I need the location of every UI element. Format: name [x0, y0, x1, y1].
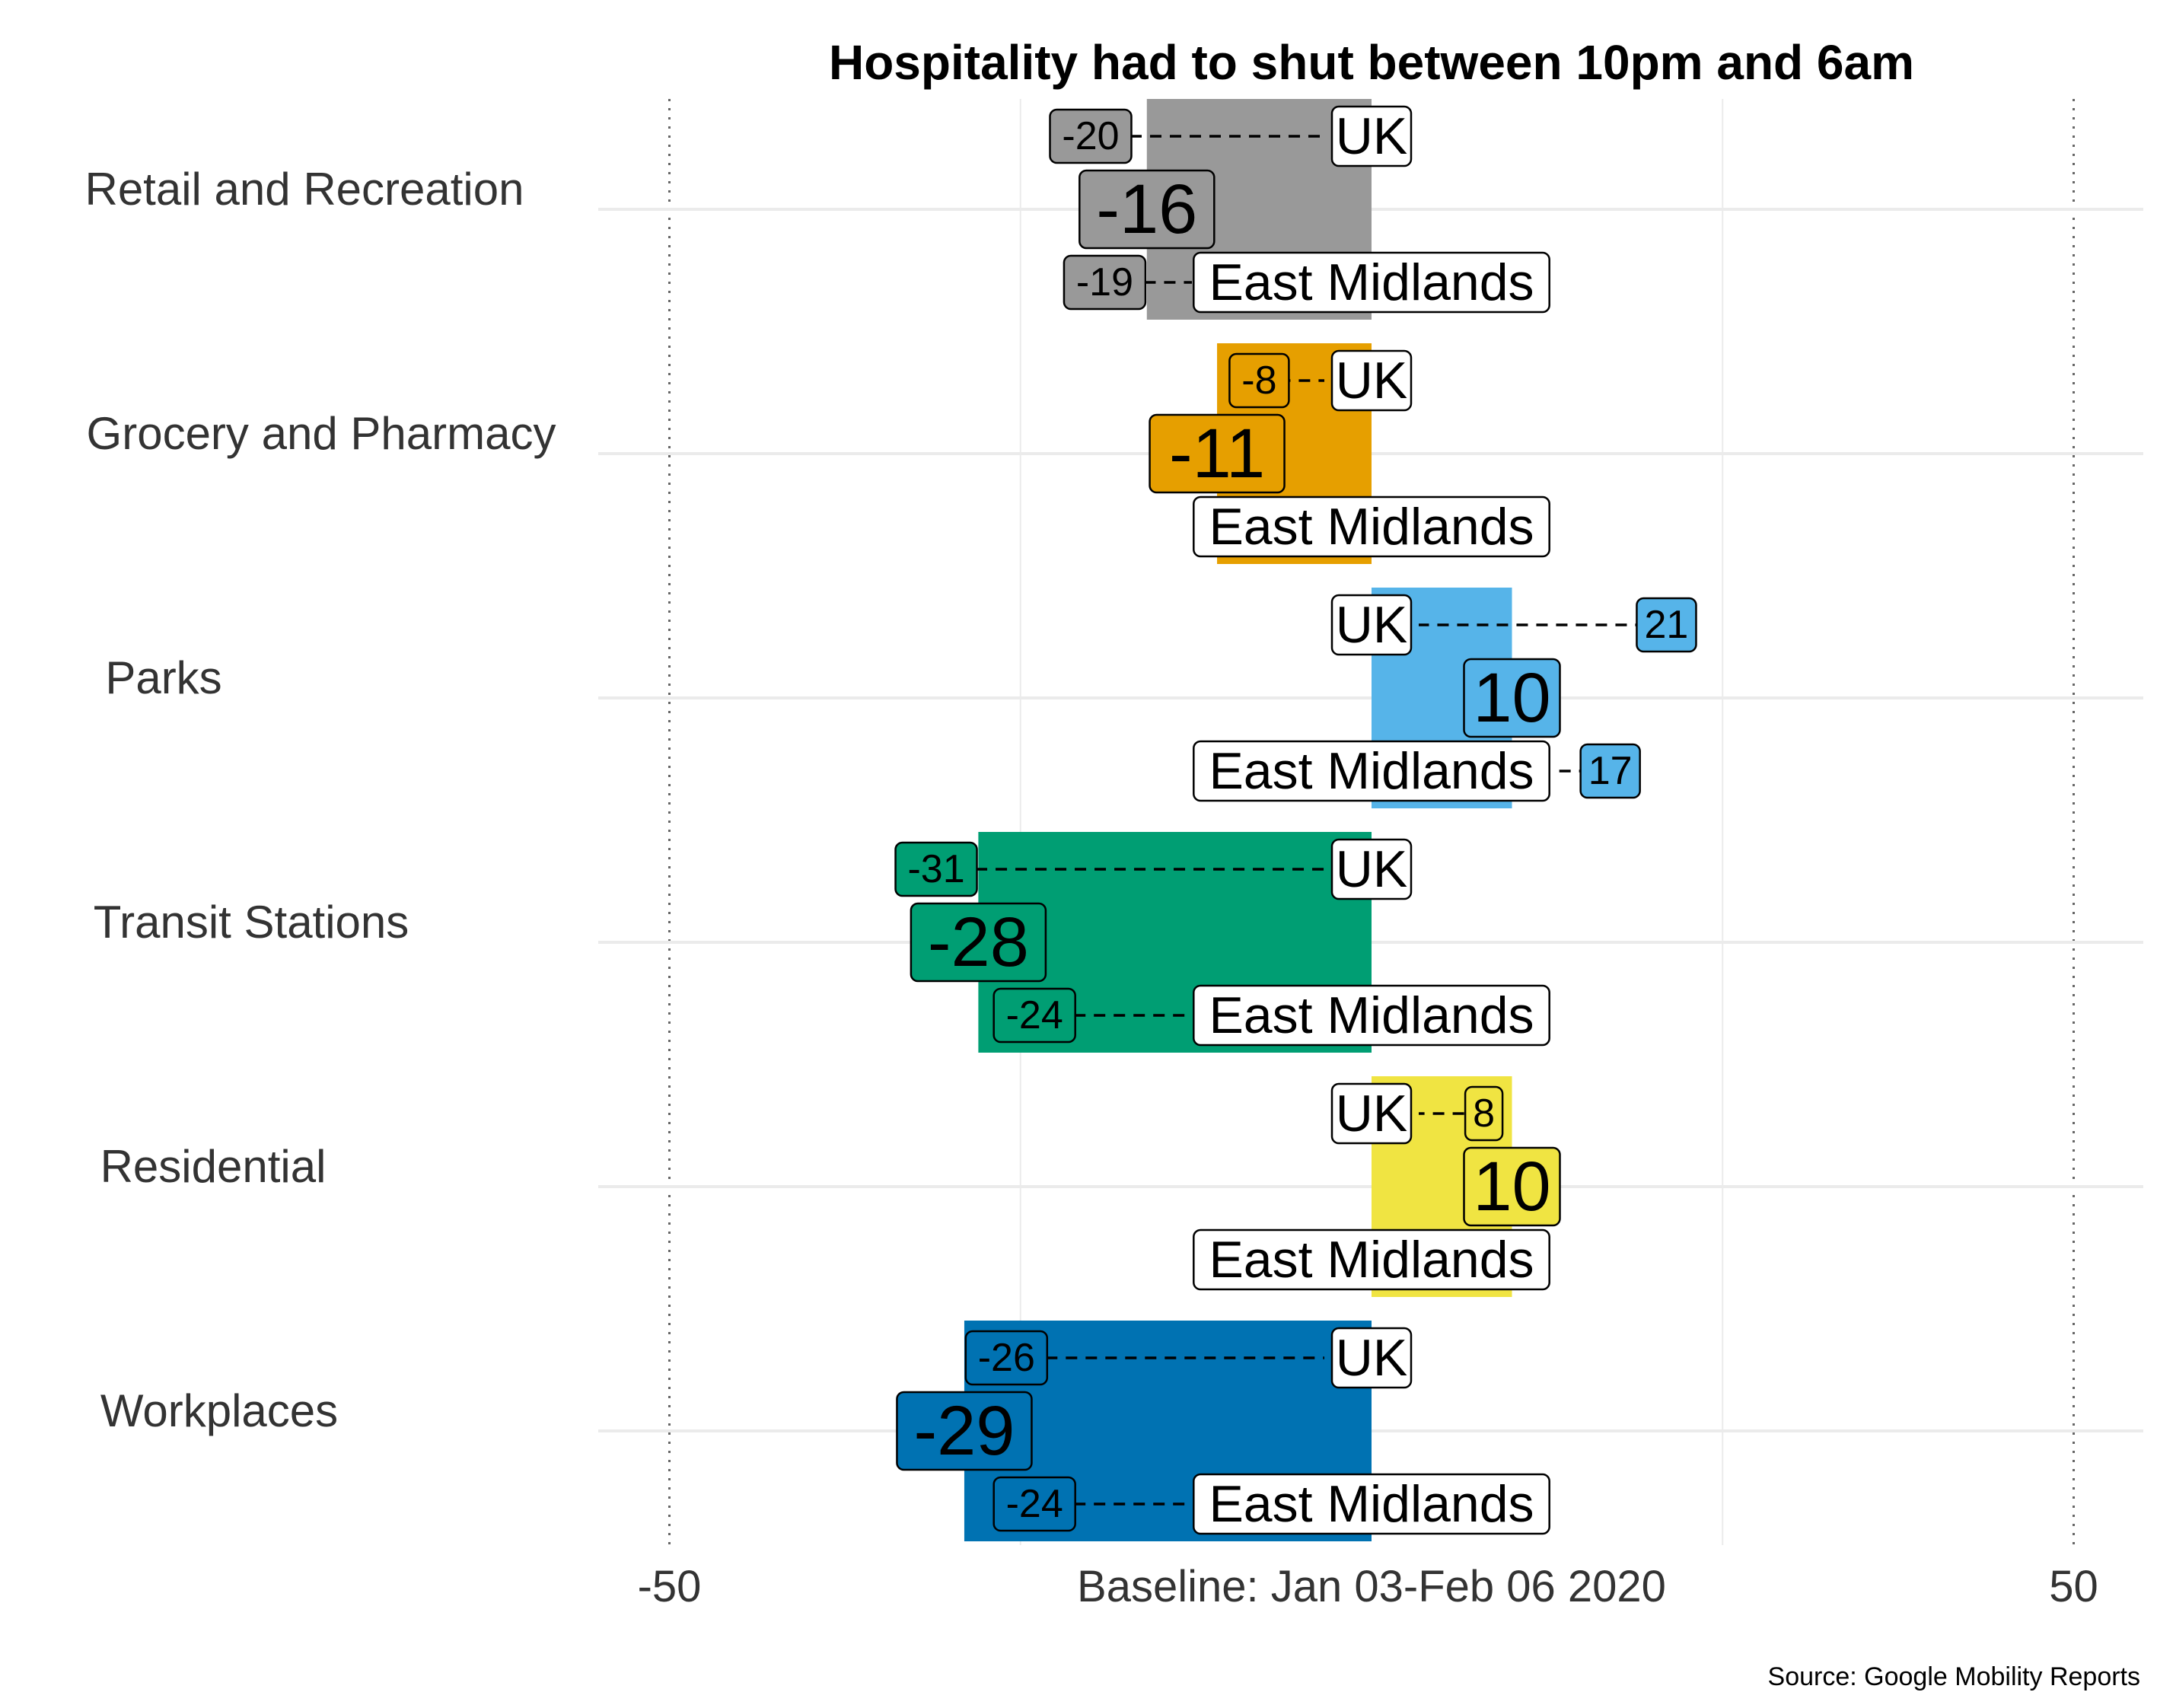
value-label: -28	[928, 903, 1029, 981]
region-label-box	[1193, 251, 1550, 314]
chart-title: Hospitality had to shut between 10pm and…	[829, 35, 1914, 90]
region-label: East Midlands	[1209, 1231, 1534, 1289]
region-label-box	[1193, 740, 1550, 802]
category-label: Residential	[100, 1141, 327, 1192]
region-value-label-box	[1579, 743, 1641, 799]
uk-label: UK	[1336, 1329, 1407, 1387]
category-label: Workplaces	[100, 1385, 338, 1436]
uk-label: UK	[1336, 596, 1407, 654]
region-label-box	[1193, 496, 1550, 558]
uk-label-box	[1330, 1082, 1413, 1145]
x-tick-labels: -50 50	[638, 1562, 2098, 1611]
value-label: -29	[913, 1392, 1015, 1470]
uk-value-label: -8	[1241, 358, 1276, 403]
x-axis-label: Baseline: Jan 03-Feb 06 2020	[1077, 1562, 1666, 1611]
uk-value-label-box	[1464, 1085, 1504, 1142]
region-label: East Midlands	[1209, 742, 1534, 800]
uk-label-box	[1330, 838, 1413, 900]
value-label-box	[1463, 1146, 1561, 1227]
category-label: Parks	[105, 652, 221, 703]
region-value-label: 17	[1588, 749, 1633, 793]
uk-label-box	[1330, 594, 1413, 656]
region-label-box	[1193, 1473, 1550, 1535]
region-value-label: -24	[1006, 993, 1063, 1037]
uk-value-label: -26	[978, 1336, 1035, 1380]
value-label: -16	[1096, 170, 1197, 248]
category-labels: Retail and Recreation Grocery and Pharmac…	[84, 164, 556, 1436]
uk-label: UK	[1336, 107, 1407, 165]
region-value-label: -19	[1076, 260, 1133, 304]
uk-value-label: 21	[1645, 603, 1689, 647]
x-tick-label: -50	[638, 1562, 702, 1611]
region-label: East Midlands	[1209, 1475, 1534, 1533]
uk-label: UK	[1336, 840, 1407, 898]
category-label: Grocery and Pharmacy	[87, 408, 556, 459]
value-label-box	[1463, 658, 1561, 738]
region-value-label: -24	[1006, 1482, 1063, 1526]
category-label: Transit Stations	[94, 897, 409, 948]
uk-value-label-box	[1636, 597, 1697, 653]
value-label-box	[1149, 413, 1286, 494]
uk-label-box	[1330, 349, 1413, 412]
region-value-label-box	[1063, 254, 1147, 311]
uk-value-label: -20	[1062, 114, 1119, 158]
value-label: 10	[1473, 659, 1550, 737]
region-value-label-box	[992, 987, 1076, 1044]
value-label-box	[910, 902, 1047, 983]
uk-label: UK	[1336, 1085, 1407, 1142]
uk-label-box	[1330, 1327, 1413, 1389]
uk-value-label-box	[1228, 352, 1290, 409]
region-label: East Midlands	[1209, 253, 1534, 311]
value-label: 10	[1473, 1148, 1550, 1225]
value-label-box	[896, 1391, 1033, 1471]
region-value-label-box	[992, 1476, 1076, 1532]
uk-value-label: -31	[907, 847, 964, 891]
uk-value-label-box	[964, 1330, 1049, 1386]
region-label-box	[1193, 1228, 1550, 1291]
value-label-box	[1078, 169, 1216, 250]
region-label: East Midlands	[1209, 986, 1534, 1044]
uk-value-label: 8	[1473, 1091, 1495, 1136]
region-label: East Midlands	[1209, 498, 1534, 556]
category-label: Retail and Recreation	[84, 164, 524, 215]
uk-value-label-box	[894, 841, 978, 897]
uk-label-box	[1330, 105, 1413, 167]
bars	[964, 99, 1512, 1541]
uk-label: UK	[1336, 352, 1407, 409]
source-caption: Source: Google Mobility Reports	[1768, 1662, 2140, 1691]
uk-value-label-box	[1049, 108, 1133, 164]
value-label: -11	[1169, 415, 1265, 492]
region-label-box	[1193, 984, 1550, 1047]
annotations: UK East Midlands -20 -19 -16 UK East Midlands -…	[894, 105, 1697, 1535]
x-tick-label: 50	[2049, 1562, 2098, 1611]
